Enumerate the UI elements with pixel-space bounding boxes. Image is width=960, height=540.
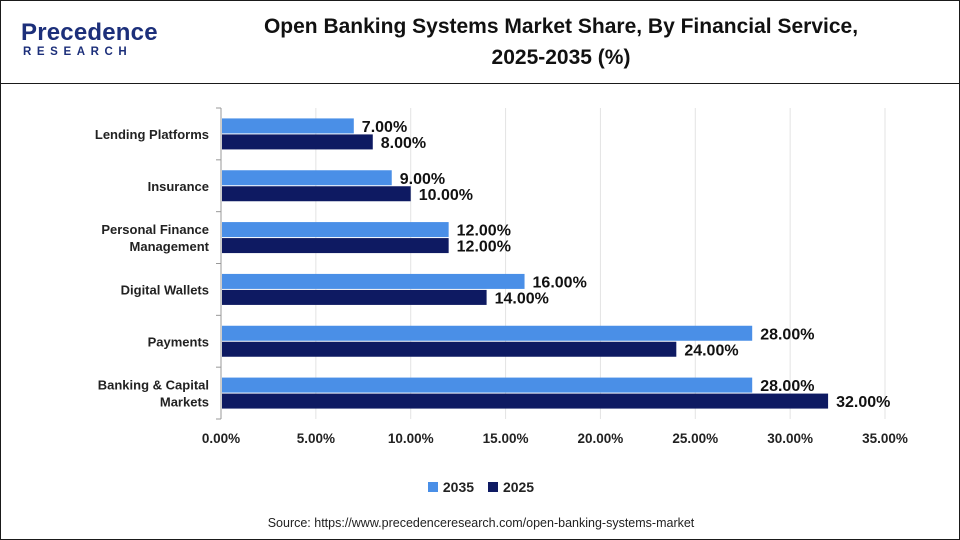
- category-label-lending-platforms: Lending Platforms: [95, 127, 209, 142]
- bar-2035-payments: [222, 325, 753, 341]
- data-label-2035-payments: 28.00%: [760, 326, 814, 343]
- bar-2025-personal-finance-management: [222, 238, 449, 254]
- category-label-payments: Payments: [148, 334, 209, 349]
- x-tick-label: 5.00%: [297, 431, 335, 446]
- x-tick-label: 10.00%: [388, 431, 434, 446]
- category-label-banking-and-capital-markets: Markets: [160, 395, 209, 410]
- legend-label-2035: 2035: [442, 479, 475, 495]
- data-label-2025-lending-platforms: 8.00%: [381, 135, 426, 152]
- category-label-banking-and-capital-markets: Banking & Capital: [98, 378, 209, 393]
- bar-2025-insurance: [222, 186, 411, 202]
- chart-title-line-2: 2025-2035 (%): [491, 46, 631, 69]
- brand-logo: Precedence RESEARCH: [15, 17, 165, 63]
- legend-swatch-2035: [427, 482, 438, 492]
- category-label-personal-finance-management: Management: [130, 239, 210, 254]
- data-label-2035-insurance: 9.00%: [400, 171, 445, 188]
- chart-title-line-1: Open Banking Systems Market Share, By Fi…: [263, 15, 859, 38]
- legend-item-2025: 2025: [487, 479, 535, 495]
- bar-2025-lending-platforms: [222, 134, 373, 150]
- bar-2025-payments: [222, 341, 677, 357]
- chart-title: Open Banking Systems Market Share, By Fi…: [201, 11, 921, 73]
- legend: 2035 2025: [1, 479, 960, 495]
- brand-name: Precedence: [21, 19, 158, 46]
- data-label-2025-personal-finance-management: 12.00%: [457, 239, 511, 256]
- data-label-2025-banking-and-capital-markets: 32.00%: [836, 394, 890, 411]
- data-label-2025-payments: 24.00%: [684, 342, 738, 359]
- category-label-insurance: Insurance: [148, 179, 209, 194]
- bar-2035-lending-platforms: [222, 118, 354, 134]
- x-tick-label: 20.00%: [578, 431, 624, 446]
- x-tick-label: 0.00%: [202, 431, 240, 446]
- data-label-2035-digital-wallets: 16.00%: [533, 274, 587, 291]
- category-label-personal-finance-management: Personal Finance: [101, 222, 209, 237]
- header: Precedence RESEARCH Open Banking Systems…: [1, 1, 959, 84]
- bar-2035-banking-and-capital-markets: [222, 377, 753, 393]
- legend-item-2035: 2035: [427, 479, 475, 495]
- data-label-2035-lending-platforms: 7.00%: [362, 119, 407, 136]
- bar-chart: 0.00% 5.00% 10.00% 15.00% 20.00% 25.00% 30.00%…: [95, 107, 908, 446]
- bar-2025-banking-and-capital-markets: [222, 393, 829, 409]
- x-tick-label: 35.00%: [862, 431, 908, 446]
- source-note: Source: https://www.precedenceresearch.c…: [267, 516, 695, 530]
- x-tick-label: 25.00%: [672, 431, 718, 446]
- x-tick-label: 15.00%: [483, 431, 529, 446]
- category-label-digital-wallets: Digital Wallets: [121, 282, 209, 297]
- legend-label-2025: 2025: [502, 479, 535, 495]
- brand-subtitle: RESEARCH: [23, 46, 133, 58]
- bar-2035-personal-finance-management: [222, 222, 449, 238]
- bar-2035-insurance: [222, 170, 392, 186]
- bar-2025-digital-wallets: [222, 289, 487, 305]
- data-label-2035-personal-finance-management: 12.00%: [457, 223, 511, 240]
- data-label-2025-insurance: 10.00%: [419, 187, 473, 204]
- x-tick-label: 30.00%: [767, 431, 813, 446]
- data-label-2035-banking-and-capital-markets: 28.00%: [760, 378, 814, 395]
- legend-swatch-2025: [487, 482, 498, 492]
- bar-2035-digital-wallets: [222, 273, 525, 289]
- data-label-2025-digital-wallets: 14.00%: [495, 290, 549, 307]
